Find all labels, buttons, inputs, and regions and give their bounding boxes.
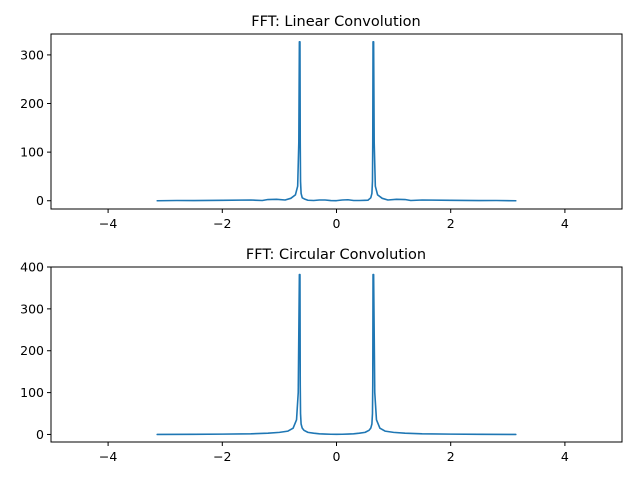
x-tick-label: 0	[333, 216, 341, 231]
y-tick-label: 100	[20, 385, 44, 400]
y-tick-label: 300	[20, 301, 44, 316]
series-line	[156, 273, 517, 436]
y-tick-label: 0	[36, 427, 44, 442]
linear-convolution-subplot: FFT: Linear Convolution −4 −2 0 2 4 0 100 200 30…	[20, 14, 623, 231]
axis-ticks: −4 −2 0 2 4 0 100 200 300 400	[20, 260, 569, 465]
y-tick-label: 100	[20, 145, 44, 160]
circular-convolution-subplot: FFT: Circular Convolution −4 −2 0 2 4 0 100 200…	[20, 247, 623, 465]
x-tick-label: −4	[99, 216, 117, 231]
axis-ticks: −4 −2 0 2 4 0 100 200 300	[20, 47, 569, 231]
x-tick-label: 2	[447, 216, 455, 231]
x-tick-label: −4	[99, 449, 117, 464]
series-line	[156, 40, 517, 202]
x-tick-label: 0	[333, 449, 341, 464]
axes-frame	[50, 266, 623, 443]
y-tick-label: 0	[36, 193, 44, 208]
x-tick-label: 4	[561, 216, 569, 231]
y-tick-label: 400	[20, 260, 44, 275]
x-tick-label: 4	[561, 449, 569, 464]
x-tick-label: −2	[213, 449, 231, 464]
chart-title: FFT: Circular Convolution	[246, 247, 426, 263]
y-tick-label: 300	[20, 47, 44, 62]
x-tick-label: −2	[213, 216, 231, 231]
y-tick-label: 200	[20, 96, 44, 111]
axes-frame	[50, 33, 623, 210]
chart-title: FFT: Linear Convolution	[251, 14, 421, 30]
y-tick-label: 200	[20, 343, 44, 358]
x-tick-label: 2	[447, 449, 455, 464]
